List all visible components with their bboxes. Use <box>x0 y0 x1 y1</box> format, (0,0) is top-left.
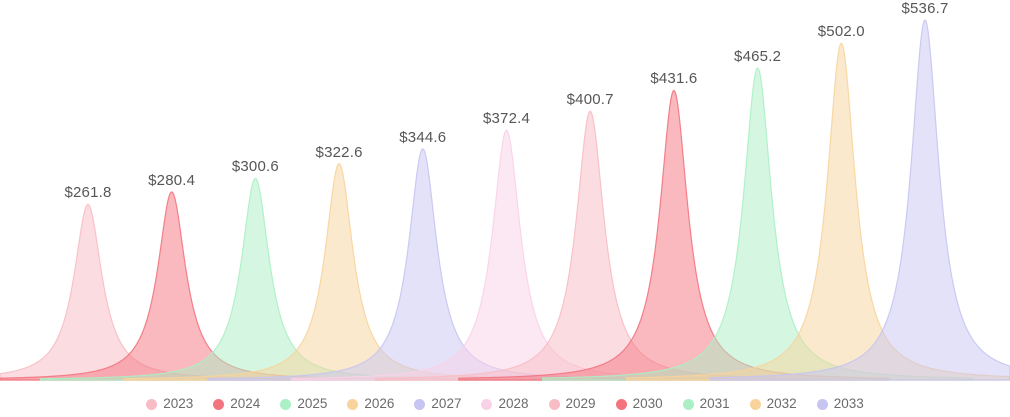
legend-item-label: 2024 <box>230 396 261 411</box>
legend-item-label: 2033 <box>833 396 864 411</box>
legend-swatch-icon <box>347 398 359 410</box>
legend-item-2023[interactable]: 2023 <box>146 396 193 412</box>
legend-item-2031[interactable]: 2031 <box>682 396 730 412</box>
legend-item-2024[interactable]: 2024 <box>213 396 260 412</box>
legend-item-label: 2023 <box>163 396 194 411</box>
legend-item-2028[interactable]: 2028 <box>481 396 529 412</box>
legend-swatch-icon <box>213 398 225 410</box>
legend-swatch-icon <box>146 398 158 410</box>
legend-swatch-icon <box>749 398 761 410</box>
legend-item-2030[interactable]: 2030 <box>615 396 663 412</box>
legend-swatch-icon <box>481 398 493 410</box>
legend-swatch-icon <box>414 398 426 410</box>
legend-swatch-icon <box>816 398 828 410</box>
legend-item-label: 2031 <box>699 396 730 411</box>
legend-item-label: 2026 <box>364 396 395 411</box>
series-area-2033[interactable] <box>709 19 1010 381</box>
legend-item-label: 2032 <box>766 396 797 411</box>
legend-item-2025[interactable]: 2025 <box>280 396 327 412</box>
legend-item-2026[interactable]: 2026 <box>347 396 394 412</box>
legend-swatch-icon <box>548 398 560 410</box>
legend-item-label: 2030 <box>632 396 663 411</box>
legend-item-2032[interactable]: 2032 <box>749 396 797 412</box>
legend-item-2033[interactable]: 2033 <box>816 396 864 412</box>
legend-item-label: 2029 <box>565 396 596 411</box>
legend-swatch-icon <box>615 398 627 410</box>
legend-item-label: 2025 <box>297 396 328 411</box>
legend-item-2027[interactable]: 2027 <box>414 396 461 412</box>
legend-swatch-icon <box>280 398 292 410</box>
legend: 2023 2024 2025 2026 2027 2028 2029 2030 2031 2032… <box>0 396 1010 412</box>
legend-item-2029[interactable]: 2029 <box>548 396 596 412</box>
legend-item-label: 2028 <box>498 396 529 411</box>
legend-item-label: 2027 <box>431 396 462 411</box>
legend-swatch-icon <box>682 398 694 410</box>
